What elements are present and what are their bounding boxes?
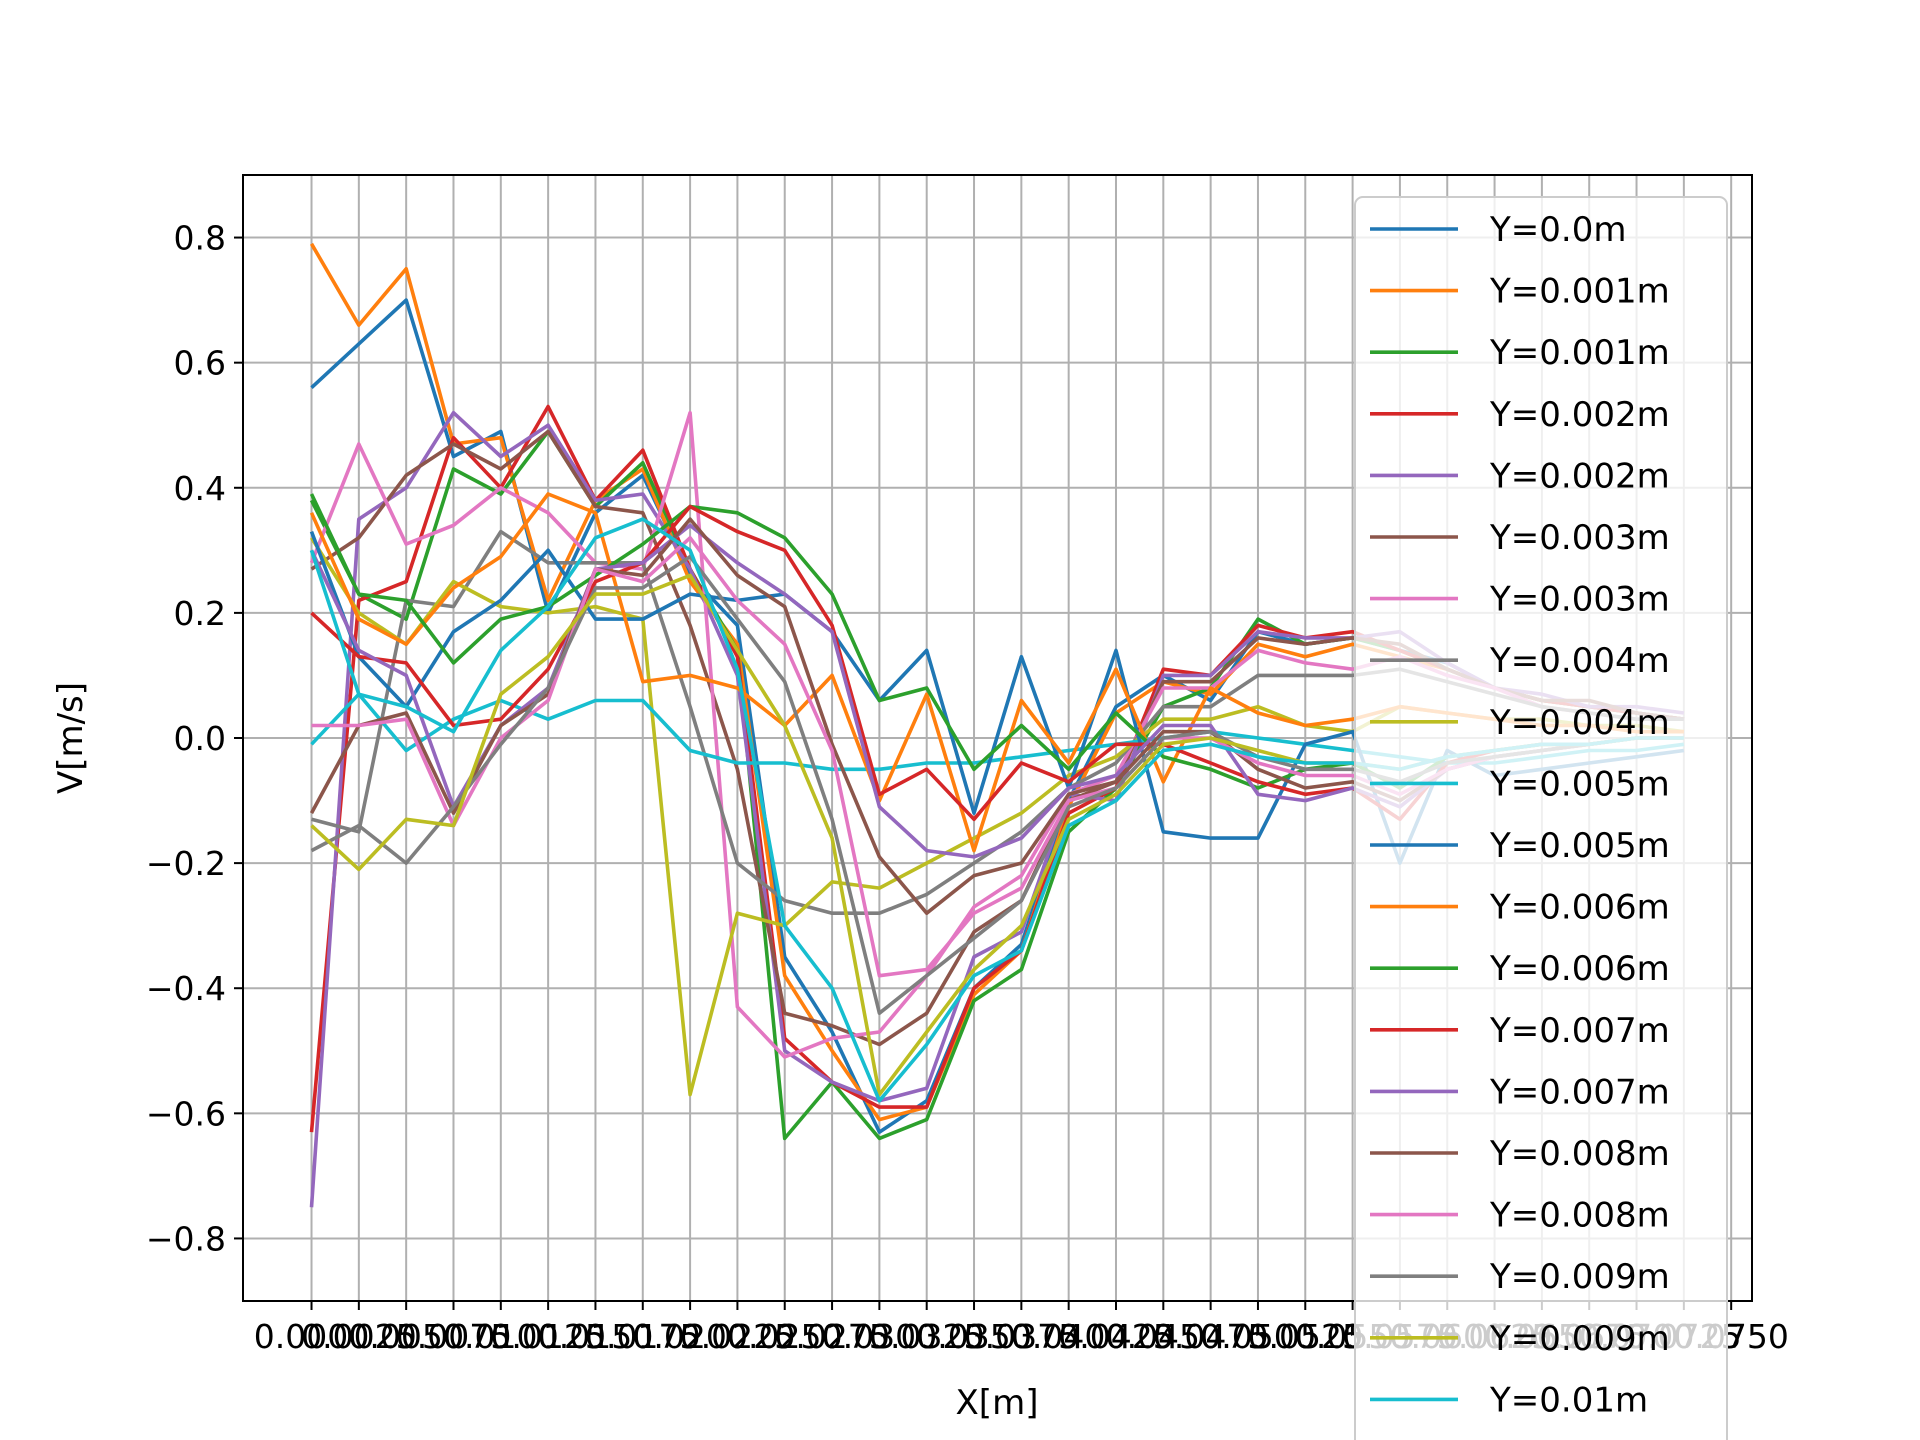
legend-label: Y=0.008m [1489, 1134, 1670, 1174]
legend-label: Y=0.003m [1489, 580, 1670, 620]
legend-label: Y=0.006m [1489, 949, 1670, 989]
x-tick-label: 0.0275 [774, 1317, 889, 1356]
x-tick-label: 0.0025 [301, 1317, 416, 1356]
x-tick-label: 0.0125 [490, 1317, 605, 1356]
legend-label: Y=0.007m [1489, 1011, 1670, 1051]
x-tick-label: 0.0300 [822, 1317, 937, 1356]
legend-label: Y=0.009m [1489, 1319, 1670, 1359]
legend-label: Y=0.01m [1489, 1380, 1648, 1420]
y-tick-label: −0.2 [146, 844, 226, 883]
x-tick-label: 0.0150 [538, 1317, 653, 1356]
legend-label: Y=0.0m [1489, 210, 1626, 250]
legend-label: Y=0.004m [1489, 641, 1670, 681]
y-tick-label: 0.8 [174, 219, 226, 258]
y-tick-label: 0.4 [174, 469, 226, 508]
x-tick-label: 0.0100 [443, 1317, 558, 1356]
x-tick-label: 0.0400 [1011, 1317, 1126, 1356]
x-tick-label: 0.0375 [964, 1317, 1079, 1356]
legend: Y=0.0m Y=0.001m Y=0.001m Y=0.002m Y=0.002m Y=… [1354, 196, 1728, 1440]
legend-label: Y=0.001m [1489, 333, 1670, 373]
y-tick-label: −0.6 [146, 1094, 226, 1133]
legend-label: Y=0.002m [1489, 395, 1670, 435]
y-tick-label: 0.2 [174, 594, 226, 633]
y-axis-ticks: −0.8 −0.6 −0.4 −0.2 0.0 0.2 0.4 0.6 0.8 [146, 219, 243, 1258]
y-tick-label: −0.4 [146, 969, 226, 1008]
y-tick-label: 0.0 [174, 719, 226, 758]
x-tick-label: 0.0175 [585, 1317, 700, 1356]
x-tick-label: 0.0000 [254, 1317, 369, 1356]
legend-label: Y=0.005m [1489, 764, 1670, 804]
x-tick-label: 0.0425 [1058, 1317, 1173, 1356]
y-axis-label: V[m/s] [51, 682, 91, 794]
x-tick-label: 0.0050 [348, 1317, 463, 1356]
x-tick-label: 0.0250 [727, 1317, 842, 1356]
x-tick-label: 0.0225 [680, 1317, 795, 1356]
x-axis-label: X[m] [956, 1383, 1039, 1423]
legend-label: Y=0.003m [1489, 518, 1670, 558]
legend-label: Y=0.004m [1489, 703, 1670, 743]
x-tick-label: 0.0200 [632, 1317, 747, 1356]
x-tick-label: 0.0475 [1153, 1317, 1268, 1356]
legend-label: Y=0.006m [1489, 888, 1670, 928]
legend-label: Y=0.007m [1489, 1072, 1670, 1112]
x-tick-label: 0.0500 [1200, 1317, 1315, 1356]
x-tick-label: 0.0450 [1106, 1317, 1221, 1356]
legend-label: Y=0.008m [1489, 1196, 1670, 1236]
legend-label: Y=0.002m [1489, 456, 1670, 496]
legend-label: Y=0.005m [1489, 826, 1670, 866]
x-tick-label: 0.0525 [1248, 1317, 1363, 1356]
x-tick-label: 0.0350 [916, 1317, 1031, 1356]
legend-label: Y=0.001m [1489, 272, 1670, 312]
y-tick-label: 0.6 [174, 344, 226, 383]
y-tick-label: −0.8 [146, 1219, 226, 1258]
legend-label: Y=0.009m [1489, 1257, 1670, 1297]
x-tick-label: 0.0075 [396, 1317, 511, 1356]
legend-box [1354, 196, 1728, 1440]
x-tick-label: 0.0325 [869, 1317, 984, 1356]
